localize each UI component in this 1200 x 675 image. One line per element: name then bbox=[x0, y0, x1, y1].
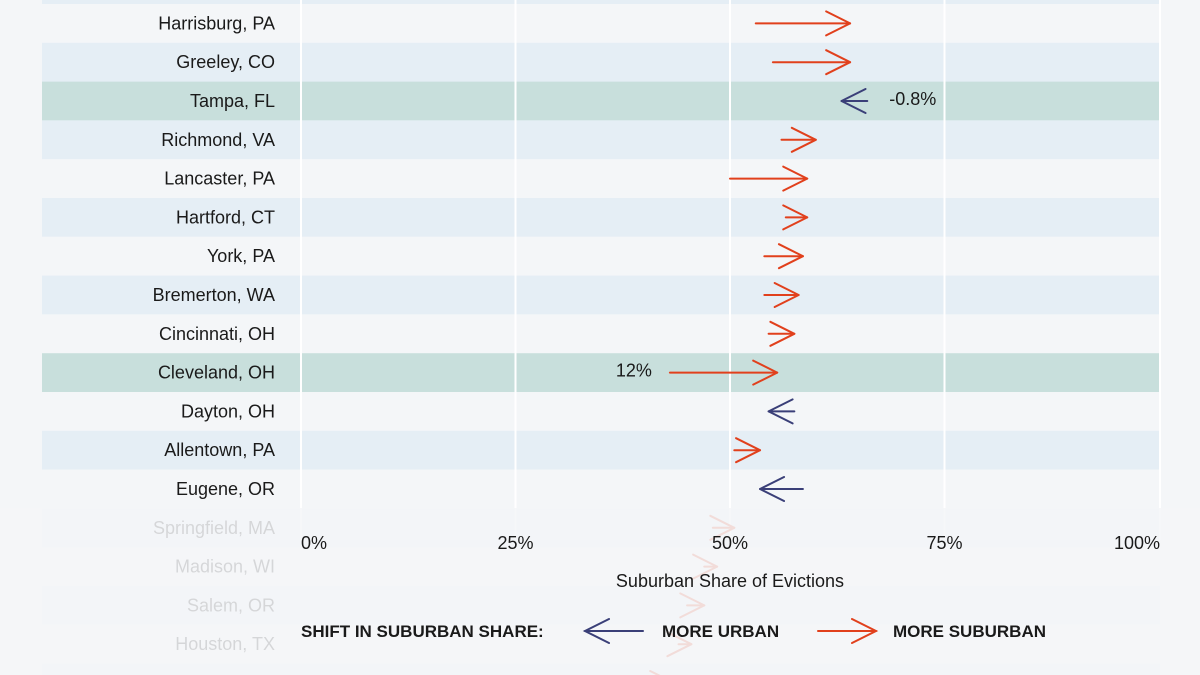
row-label: Cleveland, OH bbox=[158, 363, 275, 383]
shift-arrow bbox=[782, 204, 809, 231]
x-axis-label: Suburban Share of Evictions bbox=[616, 571, 844, 591]
arrow-head bbox=[840, 88, 867, 114]
arrow-head bbox=[825, 49, 852, 76]
legend-urban-arrow-icon bbox=[582, 618, 644, 644]
shift-arrow bbox=[668, 359, 779, 386]
row-label: York, PA bbox=[207, 246, 275, 266]
arrow-head bbox=[767, 398, 794, 425]
x-tick-label: 0% bbox=[301, 533, 327, 553]
shift-arrow bbox=[763, 282, 800, 308]
row-band bbox=[42, 469, 1160, 509]
row-label: Tampa, FL bbox=[190, 91, 275, 111]
legend-arrow-head bbox=[851, 618, 879, 644]
row-label: Greeley, CO bbox=[176, 52, 275, 72]
arrow-annotation: 12% bbox=[616, 361, 652, 381]
row-band bbox=[42, 314, 1160, 354]
shift-arrow bbox=[767, 398, 796, 425]
row-band bbox=[42, 430, 1160, 470]
row-label: Allentown, PA bbox=[164, 440, 275, 460]
row-band bbox=[42, 81, 1160, 121]
row-label: Bremerton, WA bbox=[153, 285, 275, 305]
row-band bbox=[42, 159, 1160, 198]
legend-suburban-label: MORE SUBURBAN bbox=[893, 622, 1046, 641]
legend-title: SHIFT IN SUBURBAN SHARE: bbox=[301, 622, 544, 641]
row-band bbox=[42, 275, 1160, 315]
x-tick-label: 25% bbox=[497, 533, 533, 553]
shift-arrow bbox=[759, 476, 804, 502]
shift-arrow bbox=[754, 10, 852, 37]
row-label: Dayton, OH bbox=[181, 401, 275, 421]
arrow-head bbox=[773, 282, 800, 308]
arrow-head bbox=[777, 243, 804, 270]
shift-arrow bbox=[729, 165, 809, 192]
shift-arrow bbox=[733, 437, 762, 464]
row-label: Richmond, VA bbox=[161, 130, 275, 150]
arrow-head bbox=[782, 204, 809, 231]
row-label: Lancaster, PA bbox=[164, 169, 275, 189]
bottom-fade bbox=[0, 508, 1200, 675]
row-label: Cincinnati, OH bbox=[159, 324, 275, 344]
arrow-head bbox=[825, 10, 852, 37]
legend-urban-label: MORE URBAN bbox=[662, 622, 779, 641]
shift-arrows bbox=[649, 10, 869, 675]
row-band bbox=[42, 0, 1160, 4]
arrow-head bbox=[735, 437, 762, 464]
arrow-head bbox=[790, 126, 817, 153]
shift-arrow bbox=[767, 320, 796, 347]
shift-arrow bbox=[780, 126, 817, 153]
arrow-head bbox=[769, 320, 796, 347]
arrow-head bbox=[759, 476, 786, 502]
x-tick-label: 100% bbox=[1114, 533, 1160, 553]
annotations: -0.8% 12% bbox=[616, 89, 936, 381]
shift-arrow bbox=[840, 88, 869, 114]
row-band bbox=[42, 236, 1160, 276]
x-tick-label: 50% bbox=[712, 533, 748, 553]
row-band bbox=[42, 353, 1160, 392]
row-band bbox=[42, 42, 1160, 82]
row-label: Eugene, OR bbox=[176, 479, 275, 499]
arrow-annotation: -0.8% bbox=[889, 89, 936, 109]
x-tick-label: 75% bbox=[926, 533, 962, 553]
row-band bbox=[42, 4, 1160, 43]
legend-suburban-arrow-icon bbox=[817, 618, 879, 644]
arrow-head bbox=[752, 359, 779, 386]
row-band bbox=[42, 198, 1160, 237]
legend-arrow-head bbox=[582, 618, 610, 644]
row-band bbox=[42, 120, 1160, 160]
row-band bbox=[42, 392, 1160, 431]
row-label: Harrisburg, PA bbox=[158, 13, 275, 33]
shift-arrow bbox=[763, 243, 804, 270]
gridlines bbox=[300, 0, 1161, 540]
legend: SHIFT IN SUBURBAN SHARE: MORE URBAN MORE… bbox=[301, 618, 1046, 644]
x-axis-ticks: 0% 25% 50% 75% 100% bbox=[301, 533, 1160, 553]
shift-arrow bbox=[771, 49, 852, 76]
arrow-head bbox=[782, 165, 809, 192]
row-label: Hartford, CT bbox=[176, 207, 275, 227]
